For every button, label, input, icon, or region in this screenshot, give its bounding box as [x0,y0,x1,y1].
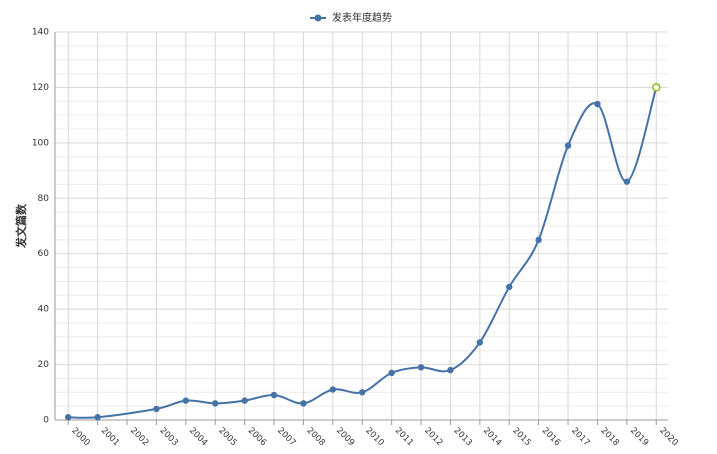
point [417,364,425,371]
x-tick-label: 2007 [275,426,297,448]
x-tick-label: 2001 [99,426,121,448]
x-tick-label: 2017 [569,426,591,448]
point [594,100,601,108]
x-tick-label: 2020 [657,426,679,448]
x-tick-label: 2010 [363,426,385,448]
x-tick-label: 2018 [599,426,621,448]
x-tick-label: 2015 [510,426,532,448]
x-tick-label: 2004 [187,426,209,448]
x-tick-label: 2002 [128,426,150,448]
x-tick-label: 2016 [540,426,562,448]
x-tick-label: 2019 [628,426,650,448]
point [94,414,101,421]
point [270,391,278,399]
point [212,400,219,407]
point [65,414,72,421]
x-tick-label: 2006 [246,426,268,448]
y-tick-label: 0 [43,416,49,426]
point [564,142,572,149]
y-tick-label: 40 [38,305,50,315]
legend-marker [314,14,322,22]
y-tick-label: 80 [38,194,50,204]
y-tick-label: 60 [38,249,50,259]
point [153,405,160,413]
legend-label: 发表年度趋势 [332,11,392,24]
point [388,369,395,377]
x-tick-label: 2000 [69,426,91,448]
y-axis-label: 发文篇数 [14,203,28,249]
point [506,283,513,291]
y-tick-label: 140 [32,28,49,38]
x-tick-label: 2009 [334,426,356,448]
point [241,397,248,404]
point [447,366,454,374]
x-tick-label: 2013 [452,426,474,448]
x-tick-label: 2012 [422,426,444,448]
point [476,339,484,346]
x-tick-label: 2014 [481,426,503,448]
point [300,400,307,407]
point [623,178,631,185]
x-tick-label: 2003 [158,426,180,448]
point [651,83,661,92]
point [182,397,190,404]
y-tick-label: 20 [38,360,50,370]
x-tick-label: 2011 [393,426,415,448]
point [329,386,337,393]
point [535,236,542,244]
x-tick-label: 2008 [305,426,327,448]
y-tick-label: 100 [32,138,49,148]
y-tick-label: 120 [32,83,49,93]
x-tick-label: 2005 [216,426,238,448]
point [359,389,366,396]
